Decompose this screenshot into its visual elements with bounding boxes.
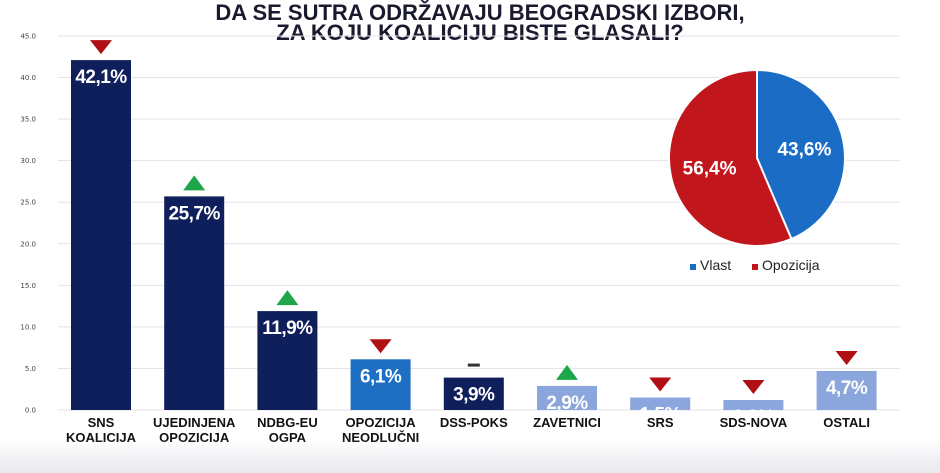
category-label: KOALICIJA: [66, 430, 137, 445]
pie-slice: [668, 68, 793, 247]
trend-up-icon: [183, 175, 206, 191]
chart-title-line-2: ZA KOJU KOALICIJU BISTE GLASALI?: [276, 20, 683, 45]
bar-group: 1,2%SDS-NOVA: [720, 380, 788, 430]
trend-flat-icon: [467, 363, 480, 367]
y-tick-label: 15.0: [20, 282, 36, 290]
bar-value-label: 2,9%: [546, 393, 588, 414]
bar: [816, 370, 877, 410]
y-tick-label: 35.0: [20, 116, 36, 124]
legend-swatch: [752, 264, 758, 270]
category-label: NDBG-EU: [257, 415, 318, 430]
bar-group: 4,7% OSTALI: [816, 350, 877, 430]
bar-value-label: 11,9%: [262, 318, 313, 339]
trend-down-icon: [90, 40, 112, 55]
trend-up-icon: [276, 290, 299, 306]
category-label: NEODLUČNI: [342, 430, 419, 445]
y-tick-label: 25.0: [20, 199, 36, 207]
bar-value-label: 4,7%: [826, 378, 868, 399]
category-label: UJEDINJENA: [153, 415, 236, 430]
trend-down-icon: [742, 380, 765, 395]
legend-swatch: [690, 264, 696, 270]
bar: [723, 400, 784, 410]
trend-down-icon: [835, 350, 858, 365]
pie-slice-label: 56,4%: [683, 159, 737, 180]
pie-chart: 43,6% 56,4% Vlast Opozicija: [668, 68, 846, 273]
bar-group: 1,5%SRS: [630, 377, 691, 430]
bar: [257, 311, 318, 410]
y-tick-label: 30.0: [20, 157, 36, 165]
category-label: OPOZICIJA: [346, 415, 417, 430]
category-label: SNS: [88, 415, 115, 430]
trend-down-icon: [369, 339, 392, 354]
category-label: SDS-NOVA: [720, 415, 788, 430]
category-label: SRS: [647, 415, 674, 430]
bar: [164, 196, 225, 410]
y-tick-label: 0.0: [25, 407, 36, 415]
y-tick-label: 5.0: [25, 365, 36, 373]
trend-down-icon: [649, 377, 672, 392]
category-label: DSS-POKS: [440, 415, 508, 430]
legend-label: Vlast: [700, 257, 731, 273]
bar: [537, 385, 597, 410]
bar-value-label: 1,5%: [640, 405, 682, 426]
category-label: ZAVETNICI: [533, 415, 601, 430]
bar: [443, 377, 504, 410]
y-tick-label: 20.0: [20, 240, 36, 248]
y-tick-label: 10.0: [20, 323, 36, 331]
category-label: OSTALI: [823, 415, 870, 430]
pie-slice-label: 43,6%: [777, 139, 831, 160]
bar-value-label: 1,2%: [733, 407, 775, 428]
bar-value-label: 25,7%: [169, 203, 221, 224]
bar-value-label: 3,9%: [453, 385, 495, 406]
bar-value-label: 42,1%: [75, 67, 127, 88]
bar-value-label: 6,1%: [360, 366, 402, 387]
bar: [350, 359, 411, 410]
bar: [71, 60, 131, 410]
category-label: OPOZICIJA: [159, 430, 230, 445]
trend-up-icon: [556, 364, 578, 380]
bar-group: 2,9%ZAVETNICI: [533, 364, 601, 430]
bar: [630, 397, 691, 410]
chart-title-line-1: DA SE SUTRA ODRŽAVAJU BEOGRADSKI IZBORI,: [215, 0, 744, 25]
y-tick-label: 40.0: [20, 74, 36, 82]
y-axis-ticks: 0.0 5.0 10.0 15.0 20.0 25.0 30.0 35.0 40.0 45.0: [20, 33, 36, 415]
category-label: OGPA: [269, 430, 307, 445]
bar-group: 3,9% DSS-POKS: [440, 363, 508, 430]
legend-label: Opozicija: [762, 257, 820, 273]
y-tick-label: 45.0: [20, 33, 36, 41]
pie-slice: [756, 68, 846, 241]
